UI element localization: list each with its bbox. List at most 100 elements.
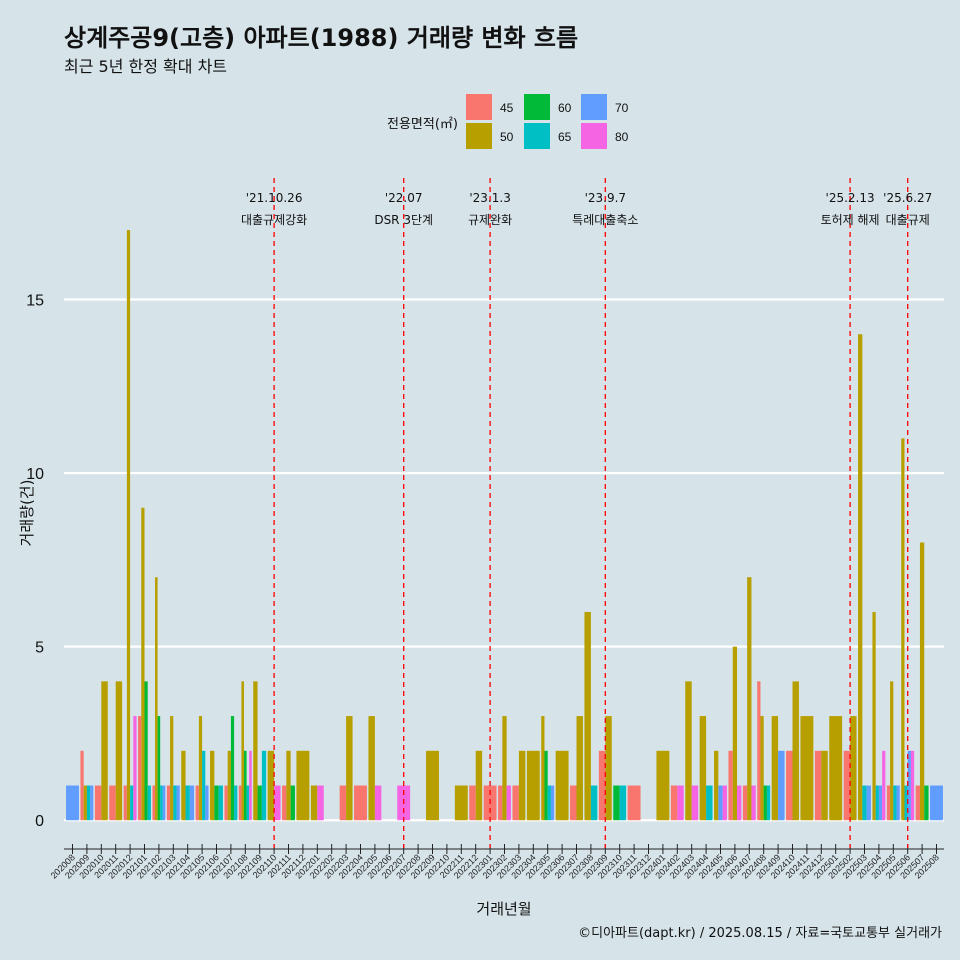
bar-202112-50 <box>296 750 310 821</box>
bar-202407-45 <box>742 785 748 821</box>
legend-swatch-60 <box>524 94 550 120</box>
event-name-label: 대출규제 <box>886 213 930 227</box>
bar-202109-60 <box>257 785 262 821</box>
bar-202102-50 <box>155 577 158 821</box>
bar-202505-45 <box>886 785 891 821</box>
bar-202409-50 <box>771 716 779 821</box>
bar-202009-70 <box>90 785 94 821</box>
bar-202506-65 <box>904 785 908 821</box>
bar-202412-50 <box>821 750 828 821</box>
bar-202302-45 <box>498 785 503 821</box>
bar-202406-80 <box>737 785 742 821</box>
bar-202201-80 <box>317 785 324 821</box>
bar-202108-65 <box>246 785 250 821</box>
event-date-label: '23.1.3 <box>469 191 510 205</box>
bar-202101-50 <box>141 507 145 821</box>
bar-202505-65 <box>893 785 897 821</box>
bar-202307-50 <box>576 716 583 821</box>
bar-202405-80 <box>722 785 727 821</box>
bar-202410-50 <box>792 681 799 821</box>
legend-swatch-80 <box>581 123 607 149</box>
bar-202205-80 <box>374 785 382 821</box>
bar-202405-70 <box>718 785 723 821</box>
event-date-label: '22.07 <box>385 191 423 205</box>
bar-202108-60 <box>244 750 247 821</box>
legend-label-70: 70 <box>615 101 629 115</box>
bar-202402-80 <box>677 785 684 821</box>
bar-202305-60 <box>544 750 548 821</box>
legend-label-60: 60 <box>558 101 572 115</box>
bar-202104-50 <box>181 750 186 821</box>
bar-202105-65 <box>202 750 206 821</box>
bar-202506-80 <box>910 750 915 821</box>
bar-202011-45 <box>109 785 116 821</box>
bar-202103-70 <box>176 785 180 821</box>
bar-202110-50 <box>267 750 275 821</box>
chart-caption: ©디아파트(dapt.kr) / 2025.08.15 / 자료=국토교통부 실… <box>578 926 942 941</box>
bar-202009-65 <box>86 785 91 821</box>
bar-202105-70 <box>205 785 209 821</box>
bar-202505-50 <box>890 681 894 821</box>
bar-202502-45 <box>843 750 851 821</box>
bar-202012-50 <box>126 230 131 821</box>
bar-202107-45 <box>224 785 228 821</box>
bar-202407-80 <box>751 785 756 821</box>
bar-202012-45 <box>123 785 127 821</box>
bar-202309-45 <box>598 750 606 821</box>
bar-202108-80 <box>249 750 252 821</box>
bar-202402-45 <box>670 785 678 821</box>
bar-202111-45 <box>282 785 287 821</box>
legend-swatch-50 <box>466 123 492 149</box>
bar-202412-45 <box>814 750 822 821</box>
y-tick-label: 10 <box>26 466 44 483</box>
bar-202407-50 <box>747 577 752 821</box>
bar-202107-50 <box>227 750 231 821</box>
legend-label-50: 50 <box>500 130 514 144</box>
legend-title: 전용면적(㎡) <box>387 117 458 132</box>
bar-202102-60 <box>157 716 161 821</box>
bar-202408-60 <box>763 785 767 821</box>
bar-202109-65 <box>261 750 267 821</box>
bar-202411-50 <box>800 716 814 821</box>
bar-202101-45 <box>138 716 142 821</box>
bar-202201-50 <box>310 785 318 821</box>
bar-202309-50 <box>605 716 612 821</box>
bar-202409-70 <box>778 750 785 821</box>
bar-202311-45 <box>627 785 641 821</box>
bar-202106-60 <box>214 785 219 821</box>
bar-202204-45 <box>354 785 367 821</box>
bar-202403-80 <box>691 785 699 821</box>
event-name-label: 특례대출축소 <box>572 213 638 227</box>
bar-202108-50 <box>241 681 245 821</box>
bar-202504-65 <box>875 785 879 821</box>
bar-202203-45 <box>339 785 347 821</box>
bar-202302-80 <box>506 785 511 821</box>
legend-label-45: 45 <box>500 101 514 115</box>
bar-202205-50 <box>368 716 375 821</box>
event-date-label: '23.9.7 <box>585 191 626 205</box>
bar-202109-50 <box>253 681 258 821</box>
bar-202105-50 <box>198 716 203 821</box>
bar-202507-50 <box>919 542 925 821</box>
bar-202106-50 <box>210 750 215 821</box>
bar-202305-70 <box>550 785 555 821</box>
bar-202101-60 <box>144 681 148 821</box>
event-date-label: '21.10.26 <box>246 191 303 205</box>
bar-202102-70 <box>162 785 166 821</box>
bar-202101-65 <box>147 785 151 821</box>
bar-202106-65 <box>218 785 223 821</box>
bar-202506-70 <box>907 750 911 821</box>
bar-202501-50 <box>829 716 843 821</box>
event-name-label: 토허제 해제 <box>821 213 880 227</box>
bar-202308-65 <box>590 785 598 821</box>
bar-202404-50 <box>699 716 707 821</box>
bar-202308-50 <box>584 611 591 821</box>
y-tick-label: 0 <box>35 813 44 830</box>
bar-202203-50 <box>346 716 353 821</box>
bar-202111-50 <box>286 750 291 821</box>
bar-202305-50 <box>541 716 545 821</box>
bar-202012-80 <box>133 716 137 821</box>
bar-202105-45 <box>195 785 199 821</box>
bar-202503-50 <box>858 334 863 821</box>
legend-swatch-45 <box>466 94 492 120</box>
